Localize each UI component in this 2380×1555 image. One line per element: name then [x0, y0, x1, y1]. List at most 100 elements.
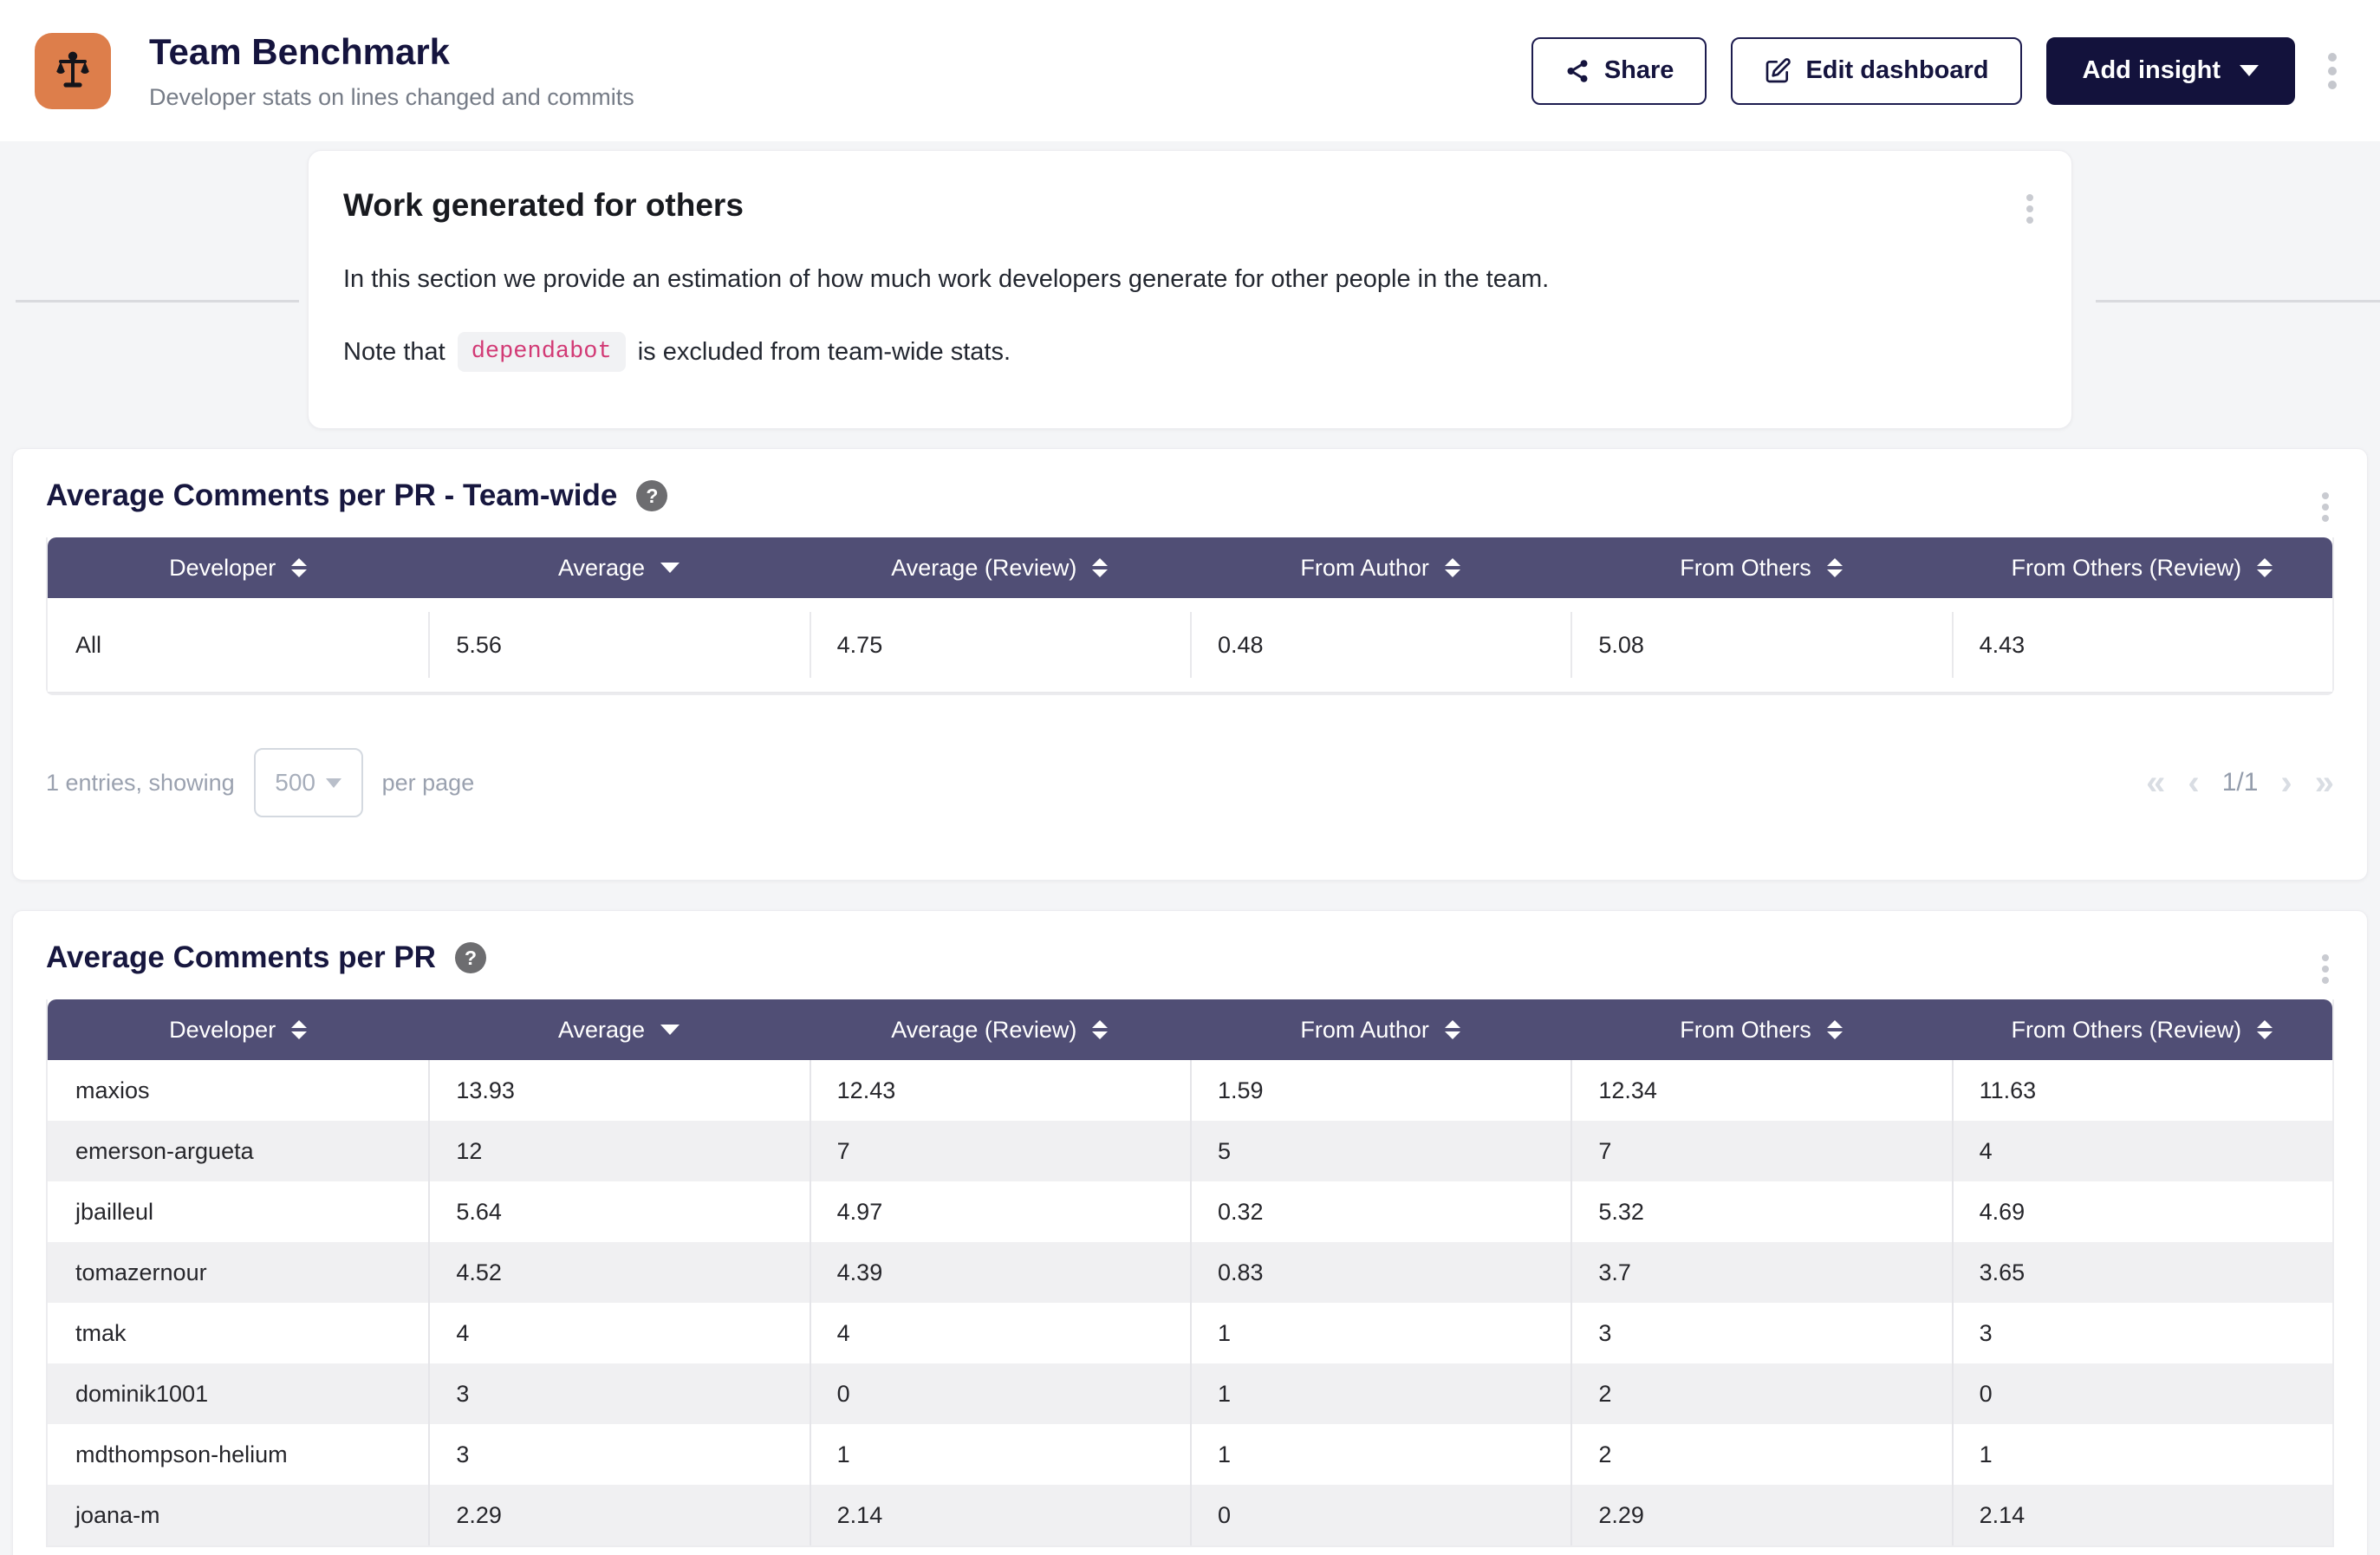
table-cell: 1.59	[1189, 1060, 1571, 1121]
card-overflow-menu-icon[interactable]	[2018, 185, 2042, 232]
section-divider-right	[2096, 300, 2380, 303]
column-label: From Others (Review)	[2011, 554, 2242, 581]
table-cell: 4	[809, 1303, 1190, 1363]
edit-dashboard-button[interactable]: Edit dashboard	[1731, 36, 2022, 105]
column-label: From Others (Review)	[2011, 1016, 2242, 1043]
dashboard-app-icon	[35, 32, 111, 109]
sort-toggle-icon	[1826, 1020, 1843, 1039]
chevron-down-icon	[325, 778, 341, 788]
table-cell: 3.65	[1951, 1242, 2332, 1303]
page-indicator: 1/1	[2221, 768, 2259, 797]
sort-toggle-icon	[1092, 1020, 1109, 1039]
scales-icon	[56, 51, 89, 88]
table-cell: 4.43	[1951, 598, 2332, 693]
table-cell: 5.64	[428, 1181, 810, 1242]
table-cell: 4.52	[428, 1242, 810, 1303]
table-cell: 2	[1570, 1363, 1952, 1424]
teamwide-comments-table: Developer Average Average (Review) From Aut…	[46, 537, 2334, 695]
sort-toggle-icon	[1444, 558, 1460, 577]
table-cell: 2	[1570, 1424, 1952, 1485]
table-cell: 2.29	[428, 1485, 810, 1545]
work-generated-card: Work generated for others In this sectio…	[308, 150, 2072, 429]
perdev-comments-table: Developer Average Average (Review) From Aut…	[46, 999, 2334, 1547]
table-cell: 1	[809, 1424, 1190, 1485]
table-row: mdthompson-helium 3 1 1 2 1	[48, 1424, 2332, 1485]
table-cell: 2.29	[1570, 1485, 1952, 1545]
column-header-from-author[interactable]: From Author	[1189, 537, 1571, 598]
table-cell: 7	[809, 1121, 1190, 1181]
table-cell: maxios	[48, 1060, 429, 1121]
table-cell: 4	[428, 1303, 810, 1363]
column-header-developer[interactable]: Developer	[48, 999, 429, 1060]
column-header-from-others-review-[interactable]: From Others (Review)	[1951, 537, 2332, 598]
table-cell: tmak	[48, 1303, 429, 1363]
sort-toggle-icon	[1092, 558, 1109, 577]
column-header-developer[interactable]: Developer	[48, 537, 429, 598]
header-overflow-menu-icon[interactable]	[2319, 44, 2345, 98]
table-row: joana-m 2.29 2.14 0 2.29 2.14	[48, 1485, 2332, 1545]
column-header-average[interactable]: Average	[428, 999, 810, 1060]
column-header-from-others[interactable]: From Others	[1570, 537, 1952, 598]
table-cell: 0.48	[1189, 598, 1571, 693]
edit-icon	[1766, 57, 1792, 82]
table-cell: 3	[428, 1363, 810, 1424]
share-button[interactable]: Share	[1531, 36, 1707, 105]
table-row: All 5.56 4.75 0.48 5.08 4.43	[48, 598, 2332, 693]
column-header-average-review-[interactable]: Average (Review)	[809, 999, 1190, 1060]
column-label: From Others	[1680, 1016, 1811, 1043]
table-cell: dominik1001	[48, 1363, 429, 1424]
first-page-button[interactable]: «	[2146, 764, 2166, 802]
table-cell: All	[48, 598, 429, 693]
sort-toggle-icon	[2257, 1020, 2273, 1039]
card-overflow-menu-icon[interactable]	[2313, 946, 2338, 992]
sort-toggle-icon	[1444, 1020, 1460, 1039]
table-header-row: Developer Average Average (Review) From Aut…	[48, 999, 2332, 1060]
add-insight-button[interactable]: Add insight	[2045, 36, 2295, 105]
table-row: maxios 13.93 12.43 1.59 12.34 11.63	[48, 1060, 2332, 1121]
table-cell: 1	[1951, 1424, 2332, 1485]
column-header-from-others-review-[interactable]: From Others (Review)	[1951, 999, 2332, 1060]
table-cell: 0.32	[1189, 1181, 1571, 1242]
page-size-select[interactable]: 500	[253, 748, 363, 817]
last-page-button[interactable]: »	[2314, 764, 2334, 802]
column-header-average[interactable]: Average	[428, 537, 810, 598]
table-row: emerson-argueta 12 7 5 7 4	[48, 1121, 2332, 1181]
table-cell: 0.83	[1189, 1242, 1571, 1303]
table-cell: 4	[1951, 1121, 2332, 1181]
table-cell: tomazernour	[48, 1242, 429, 1303]
column-label: Developer	[169, 554, 276, 581]
column-label: Average (Review)	[891, 554, 1077, 581]
column-header-from-author[interactable]: From Author	[1189, 999, 1571, 1060]
help-icon[interactable]: ?	[454, 942, 486, 973]
table-cell: 1	[1189, 1424, 1571, 1485]
table-cell: 0	[809, 1363, 1190, 1424]
table-cell: 5.08	[1570, 598, 1952, 693]
add-insight-button-label: Add insight	[2082, 56, 2221, 84]
table-cell: 13.93	[428, 1060, 810, 1121]
table-cell: 2.14	[809, 1485, 1190, 1545]
column-header-average-review-[interactable]: Average (Review)	[809, 537, 1190, 598]
per-page-text: per page	[381, 769, 475, 796]
sort-descending-icon	[660, 1025, 680, 1035]
table-cell: 4.75	[809, 598, 1190, 693]
column-header-from-others[interactable]: From Others	[1570, 999, 1952, 1060]
prev-page-button[interactable]: ‹	[2188, 764, 2200, 802]
table-cell: 7	[1570, 1121, 1952, 1181]
table-cell: jbailleul	[48, 1181, 429, 1242]
teamwide-comments-card: Average Comments per PR - Team-wide ? De…	[12, 448, 2368, 881]
table-cell: 5	[1189, 1121, 1571, 1181]
card-overflow-menu-icon[interactable]	[2313, 484, 2338, 530]
help-icon[interactable]: ?	[636, 480, 668, 511]
note-suffix: is excluded from team-wide stats.	[637, 337, 1011, 366]
page-title: Team Benchmark	[149, 31, 451, 72]
edit-dashboard-button-label: Edit dashboard	[1805, 56, 1989, 84]
next-page-button[interactable]: ›	[2280, 764, 2292, 802]
table-cell: 0	[1189, 1485, 1571, 1545]
sort-toggle-icon	[2257, 558, 2273, 577]
table-cell: 5.32	[1570, 1181, 1952, 1242]
work-card-title: Work generated for others	[343, 187, 744, 223]
entries-count-text: 1 entries, showing	[46, 769, 235, 796]
table-row: dominik1001 3 0 1 2 0	[48, 1363, 2332, 1424]
table-cell: joana-m	[48, 1485, 429, 1545]
table-cell: emerson-argueta	[48, 1121, 429, 1181]
